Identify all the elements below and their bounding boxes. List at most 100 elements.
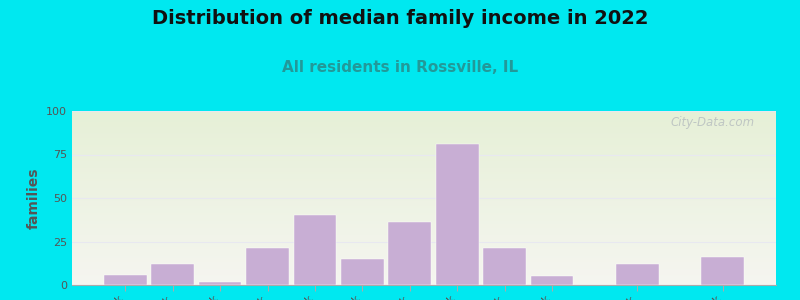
Bar — [72, 150, 776, 151]
Bar — [72, 259, 776, 260]
Bar — [72, 260, 776, 261]
Bar — [72, 170, 776, 171]
Bar — [72, 148, 776, 149]
Text: All residents in Rossville, IL: All residents in Rossville, IL — [282, 60, 518, 75]
Bar — [72, 210, 776, 211]
Bar — [72, 267, 776, 268]
Bar — [72, 238, 776, 239]
Bar — [72, 206, 776, 207]
Bar — [72, 164, 776, 165]
Bar — [72, 136, 776, 137]
Bar — [72, 253, 776, 254]
Bar — [72, 145, 776, 146]
Bar — [72, 112, 776, 113]
Bar — [72, 165, 776, 166]
Bar — [72, 167, 776, 168]
Bar — [72, 275, 776, 276]
Bar — [72, 212, 776, 213]
Bar — [72, 157, 776, 158]
Bar — [72, 151, 776, 152]
Bar — [72, 201, 776, 202]
Bar — [72, 122, 776, 123]
Bar — [72, 142, 776, 143]
Bar — [72, 268, 776, 269]
Bar — [72, 227, 776, 228]
Bar — [72, 155, 776, 156]
Bar — [72, 205, 776, 206]
Bar — [72, 111, 776, 112]
Bar — [72, 249, 776, 250]
Bar — [72, 120, 776, 121]
Bar — [72, 280, 776, 281]
Bar — [72, 202, 776, 203]
Bar — [104, 274, 146, 285]
Bar — [72, 244, 776, 245]
Bar — [72, 228, 776, 229]
Bar — [436, 144, 478, 285]
Bar — [72, 246, 776, 247]
Bar — [72, 241, 776, 242]
Bar — [72, 193, 776, 194]
Bar — [72, 169, 776, 170]
Bar — [72, 124, 776, 125]
Bar — [72, 220, 776, 221]
Bar — [72, 143, 776, 144]
Bar — [72, 197, 776, 198]
Bar — [72, 211, 776, 212]
Bar — [72, 153, 776, 154]
Bar — [72, 234, 776, 235]
Bar — [72, 218, 776, 219]
Bar — [72, 181, 776, 182]
Bar — [72, 196, 776, 197]
Bar — [72, 161, 776, 162]
Bar — [72, 135, 776, 136]
Text: City-Data.com: City-Data.com — [670, 116, 755, 129]
Bar — [72, 114, 776, 115]
Bar — [389, 222, 431, 285]
Bar — [72, 261, 776, 262]
Bar — [72, 146, 776, 147]
Bar — [294, 215, 336, 285]
Bar — [72, 180, 776, 181]
Bar — [72, 171, 776, 172]
Bar — [72, 117, 776, 118]
Bar — [72, 174, 776, 175]
Bar — [72, 255, 776, 256]
Bar — [72, 185, 776, 186]
Bar — [72, 168, 776, 169]
Bar — [72, 195, 776, 196]
Bar — [72, 177, 776, 178]
Bar — [72, 176, 776, 177]
Bar — [616, 264, 658, 285]
Bar — [72, 237, 776, 238]
Bar — [72, 125, 776, 126]
Bar — [72, 256, 776, 257]
Bar — [72, 254, 776, 255]
Bar — [72, 279, 776, 280]
Bar — [72, 216, 776, 217]
Bar — [72, 130, 776, 131]
Bar — [72, 265, 776, 266]
Bar — [72, 257, 776, 258]
Bar — [246, 248, 289, 285]
Bar — [341, 259, 384, 285]
Bar — [72, 200, 776, 201]
Bar — [72, 226, 776, 227]
Bar — [72, 119, 776, 120]
Bar — [72, 116, 776, 117]
Bar — [72, 173, 776, 174]
Bar — [72, 263, 776, 264]
Bar — [702, 257, 744, 285]
Bar — [72, 270, 776, 271]
Bar — [72, 113, 776, 114]
Bar — [72, 262, 776, 263]
Bar — [72, 283, 776, 284]
Bar — [72, 129, 776, 130]
Bar — [72, 121, 776, 122]
Bar — [72, 190, 776, 191]
Bar — [72, 128, 776, 129]
Bar — [72, 194, 776, 195]
Bar — [72, 204, 776, 205]
Bar — [72, 118, 776, 119]
Bar — [72, 162, 776, 163]
